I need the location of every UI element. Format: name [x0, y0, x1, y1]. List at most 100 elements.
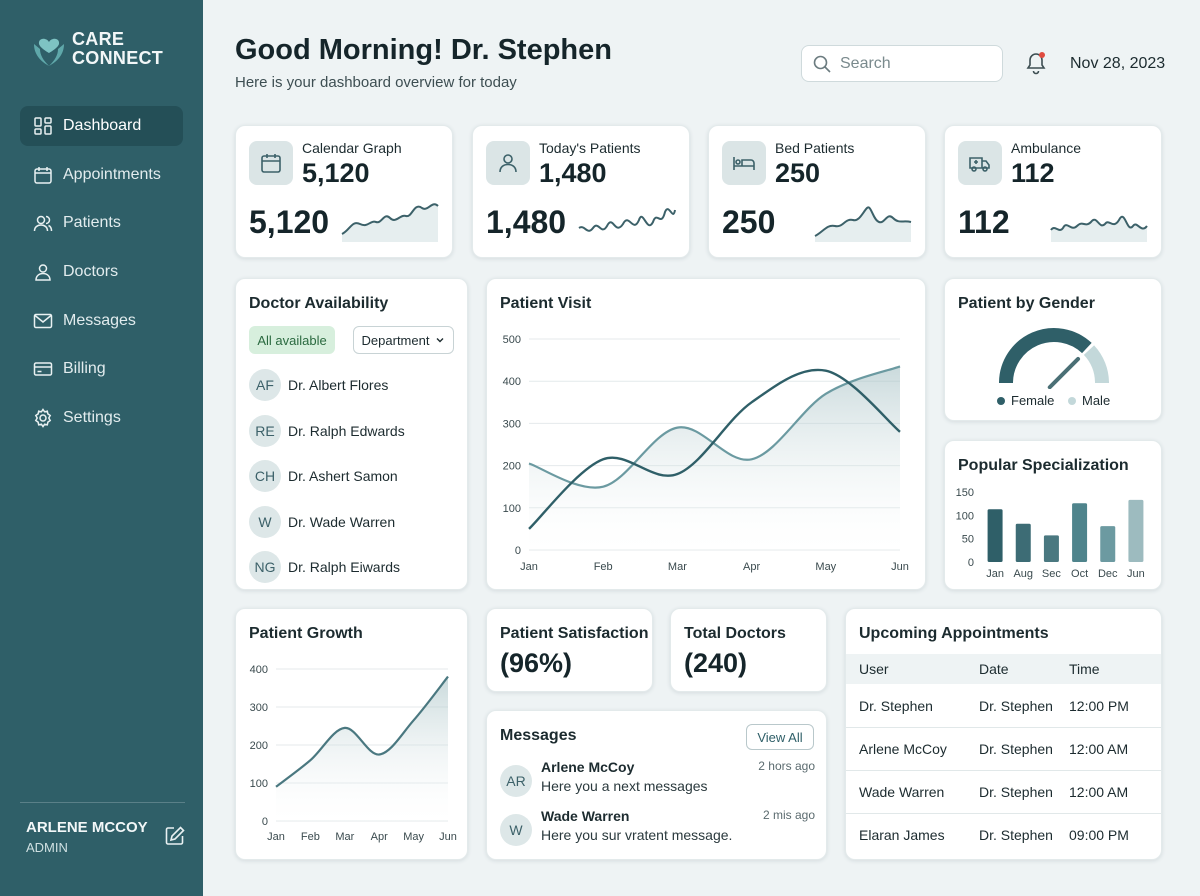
satisfaction-card: Patient Satisfaction (96%) — [486, 608, 653, 692]
stat-label: Bed Patients — [775, 140, 855, 156]
y-tick-label: 100 — [956, 510, 974, 522]
message-sender: Arlene McCoy — [541, 759, 635, 775]
chevron-down-icon — [436, 338, 444, 343]
y-tick-label: 400 — [503, 376, 521, 388]
user-role: ADMIN — [26, 840, 68, 855]
table-row[interactable]: Dr. Stephen Dr. Stephen 12:00 PM — [846, 685, 1161, 727]
gear-icon — [34, 408, 52, 428]
table-row[interactable]: Elaran James Dr. Stephen 09:00 PM — [846, 813, 1161, 855]
stat-value: 5,120 — [302, 158, 370, 188]
doctor-row[interactable]: AF Dr. Albert Flores — [249, 369, 388, 401]
sidebar-item-messages[interactable]: Messages — [20, 301, 183, 341]
doctor-name: Dr. Ashert Samon — [288, 468, 398, 484]
x-tick-label: Apr — [743, 561, 760, 573]
doctor-name: Dr. Albert Flores — [288, 377, 389, 393]
column-header-user: User — [859, 661, 889, 677]
x-tick-label: Jan — [520, 561, 538, 573]
calendar-icon — [34, 166, 52, 184]
message-time: 2 mis ago — [762, 808, 815, 822]
calendar-icon — [261, 154, 281, 173]
message-body: Arlene McCoy Here you a next messages — [541, 759, 815, 797]
sidebar-item-billing[interactable]: Billing — [20, 349, 183, 389]
patient-growth-card: Patient Growth 0 100 200 300 400 Jan Feb Mar Apr… — [235, 608, 468, 860]
cell-time: 12:00 PM — [1069, 698, 1129, 714]
sidebar-item-dashboard[interactable]: Dashboard — [20, 106, 183, 146]
cell-user: Arlene McCoy — [859, 741, 947, 757]
gender-gauge-chart — [999, 328, 1109, 389]
ambulance-icon — [969, 157, 990, 172]
x-tick-label: May — [403, 831, 424, 843]
x-tick-label: Sec — [1042, 568, 1061, 580]
avatar: W — [500, 814, 532, 846]
doctor-row[interactable]: RE Dr. Ralph Edwards — [249, 415, 405, 447]
y-tick-label: 0 — [968, 557, 974, 569]
gauge-male-arc — [1083, 345, 1109, 384]
table-row[interactable]: Wade Warren Dr. Stephen 12:00 AM — [846, 770, 1161, 812]
card-title: Total Doctors — [684, 625, 786, 642]
sidebar-divider — [20, 802, 185, 803]
sparkline — [578, 208, 676, 232]
y-tick-label: 0 — [262, 816, 268, 828]
patient-growth-chart: 0 100 200 300 400 Jan Feb Mar Apr May Jun — [250, 664, 457, 843]
column-header-time: Time — [1069, 661, 1100, 677]
stat-card-calendar: Calendar Graph 5,120 5,120 — [235, 125, 453, 258]
satisfaction-value: (96%) — [500, 648, 573, 678]
view-all-button[interactable]: View All — [746, 724, 814, 750]
bar — [987, 509, 1003, 562]
stat-label: Ambulance — [1011, 140, 1082, 156]
sidebar-item-patients[interactable]: Patients — [20, 203, 183, 243]
sidebar-item-doctors[interactable]: Doctors — [20, 252, 183, 292]
edit-icon[interactable] — [164, 825, 186, 847]
bell-icon[interactable] — [1024, 50, 1048, 76]
availability-filter-badge[interactable]: All available — [249, 326, 335, 354]
message-text: Here you sur vratent message. — [541, 827, 733, 843]
bar — [1100, 526, 1116, 562]
cell-date: Dr. Stephen — [979, 827, 1053, 843]
legend-dot — [997, 396, 1005, 405]
stat-label: Calendar Graph — [302, 140, 402, 156]
column-header-date: Date — [979, 661, 1009, 677]
y-tick-label: 500 — [503, 334, 521, 346]
sidebar-nav: Dashboard Appointments Patients Doctors … — [20, 106, 183, 447]
x-tick-label: Oct — [1071, 568, 1088, 580]
brand-logo[interactable]: CARE CONNECT — [32, 30, 163, 68]
doctor-row[interactable]: CH Dr. Ashert Samon — [249, 460, 398, 492]
avatar: RE — [249, 415, 281, 447]
y-tick-label: 300 — [250, 702, 268, 714]
card-icon — [33, 362, 53, 377]
y-tick-label: 0 — [515, 545, 521, 557]
x-tick-label: May — [815, 561, 836, 573]
sidebar-item-appointments[interactable]: Appointments — [20, 155, 183, 195]
gauge-needle — [1047, 356, 1081, 389]
stat-big-value: 5,120 — [249, 204, 330, 240]
sidebar-item-label: Doctors — [63, 263, 119, 281]
brand-name: CARE CONNECT — [72, 30, 163, 68]
message-item[interactable]: W Wade Warren Here you sur vratent messa… — [500, 808, 815, 846]
y-tick-label: 150 — [956, 487, 974, 499]
cell-date: Dr. Stephen — [979, 784, 1053, 800]
appointments-card: Upcoming Appointments User Date Time Dr.… — [845, 608, 1162, 860]
bed-icon — [733, 157, 755, 170]
department-dropdown[interactable]: Department — [353, 326, 454, 354]
search-box[interactable] — [801, 45, 1003, 82]
x-tick-label: Feb — [301, 831, 320, 843]
stat-big-value: 1,480 — [486, 204, 567, 240]
legend-female: Female — [997, 393, 1054, 408]
x-tick-label: Feb — [594, 561, 613, 573]
table-row[interactable]: Arlene McCoy Dr. Stephen 12:00 AM — [846, 727, 1161, 769]
message-item[interactable]: AR Arlene McCoy Here you a next messages… — [500, 759, 815, 797]
doctor-row[interactable]: W Dr. Wade Warren — [249, 506, 395, 538]
stat-label: Today's Patients — [539, 140, 641, 156]
messages-card: Messages View All AR Arlene McCoy Here y… — [486, 710, 827, 860]
stat-icon-box — [958, 141, 1002, 185]
mail-icon — [33, 313, 53, 328]
bar — [1072, 503, 1088, 562]
y-tick-label: 50 — [962, 534, 974, 546]
sidebar-item-settings[interactable]: Settings — [20, 398, 183, 438]
search-input[interactable] — [840, 54, 990, 73]
legend-label: Female — [1011, 393, 1055, 408]
cell-time: 09:00 PM — [1069, 827, 1129, 843]
sidebar-item-label: Billing — [63, 360, 106, 378]
doctor-row[interactable]: NG Dr. Ralph Eiwards — [249, 551, 400, 583]
total-doctors-value: (240) — [684, 648, 748, 678]
